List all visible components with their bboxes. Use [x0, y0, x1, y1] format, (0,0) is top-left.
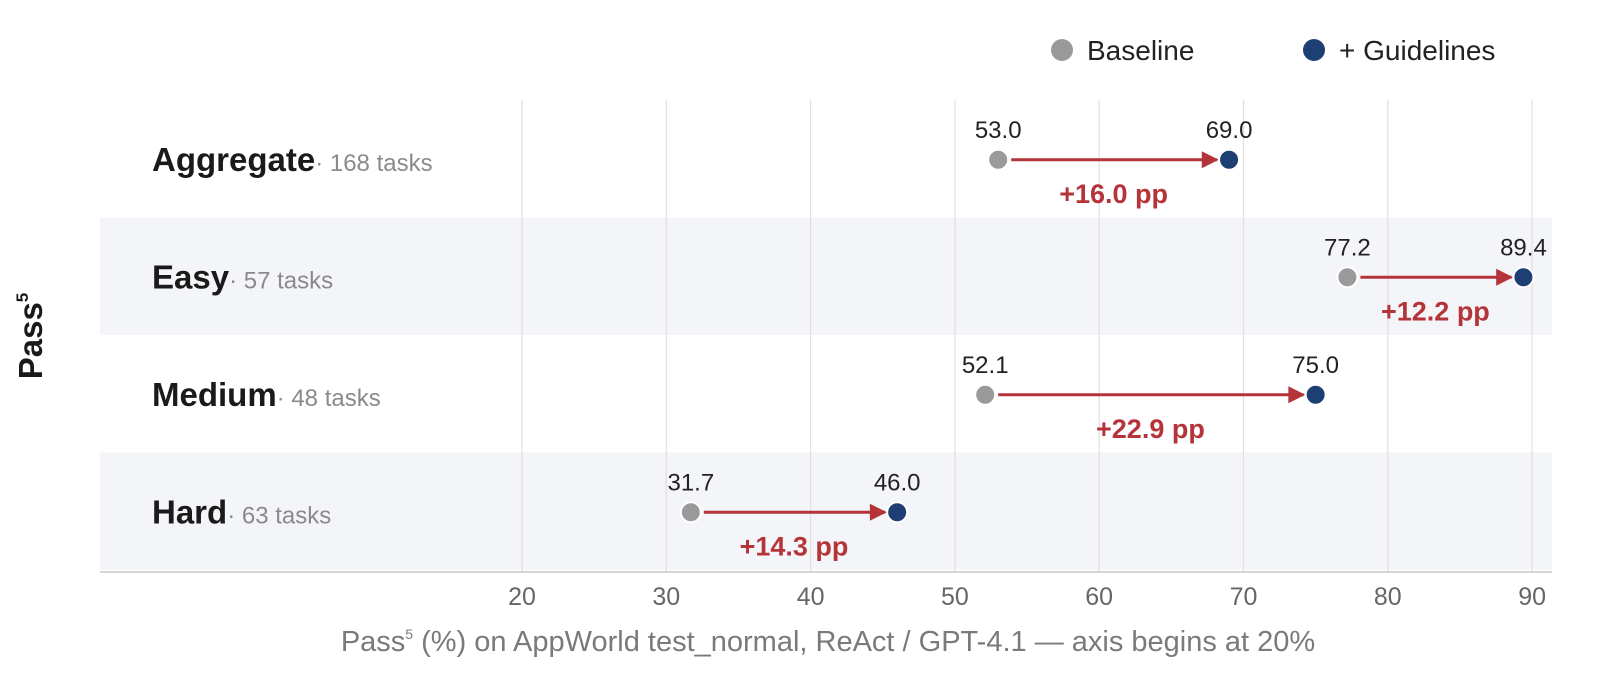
y-axis-title-main: Pass	[12, 302, 49, 379]
guidelines-dot	[1512, 266, 1535, 289]
category-name: Hard	[152, 493, 227, 530]
guidelines-value-label: 46.0	[874, 469, 921, 496]
axis-labels: Pass5 (%) on AppWorld test_normal, ReAct…	[12, 293, 1315, 658]
y-axis-title-superscript: 5	[13, 293, 32, 302]
baseline-dot	[974, 383, 997, 406]
x-tick-label: 90	[1518, 583, 1546, 611]
baseline-value-label: 77.2	[1324, 234, 1371, 261]
guidelines-value-label: 69.0	[1206, 117, 1253, 144]
legend-baseline-marker	[1051, 39, 1073, 61]
legend-guidelines-marker	[1303, 39, 1325, 61]
x-tick-label: 50	[941, 583, 969, 611]
x-tick-label: 70	[1230, 583, 1258, 611]
x-tick-label: 60	[1085, 583, 1113, 611]
legend-label: + Guidelines	[1339, 35, 1495, 66]
x-tick-label: 30	[652, 583, 680, 611]
row-label: Medium· 48 tasks	[152, 376, 381, 413]
category-name: Easy	[152, 258, 230, 295]
baseline-dot	[987, 148, 1010, 171]
legend-item: Baseline	[1051, 35, 1194, 66]
delta-label: +16.0 pp	[1059, 179, 1168, 209]
row-label: Hard· 63 tasks	[152, 493, 331, 530]
baseline-value-label: 31.7	[667, 469, 714, 496]
x-tick-label: 80	[1374, 583, 1402, 611]
task-count: · 57 tasks	[229, 267, 333, 294]
task-count: · 63 tasks	[227, 502, 331, 529]
legend: Baseline + Guidelines	[1051, 35, 1495, 66]
y-axis-title: Pass5	[12, 293, 49, 380]
row-label: Aggregate· 168 tasks	[152, 141, 433, 178]
category-name: Aggregate	[152, 141, 315, 178]
guidelines-dot	[1304, 383, 1327, 406]
gridlines	[521, 100, 1533, 572]
x-axis-title: Pass5 (%) on AppWorld test_normal, ReAct…	[341, 626, 1315, 658]
guidelines-dot	[886, 501, 909, 524]
x-axis-title-superscript: 5	[405, 626, 413, 642]
task-count: · 48 tasks	[277, 385, 381, 412]
row-easy: Easy· 57 tasks 77.2 89.4 +12.2 pp	[152, 234, 1547, 326]
x-axis-title-prefix: Pass	[341, 626, 405, 658]
guidelines-dot	[1218, 148, 1241, 171]
baseline-value-label: 52.1	[962, 352, 1009, 379]
delta-label: +12.2 pp	[1381, 296, 1490, 326]
legend-item: + Guidelines	[1303, 35, 1495, 66]
x-tick-label: 20	[508, 583, 536, 611]
baseline-value-label: 53.0	[975, 117, 1022, 144]
delta-label: +14.3 pp	[740, 531, 849, 561]
x-axis: 20 30 40 50 60 70 80 90	[100, 571, 1552, 611]
delta-label: +22.9 pp	[1096, 414, 1205, 444]
data-rows: Aggregate· 168 tasks 53.0 69.0 +16.0 pp Easy…	[152, 117, 1547, 562]
row-band	[100, 217, 1552, 335]
row-hard: Hard· 63 tasks 31.7 46.0 +14.3 pp	[152, 469, 921, 561]
legend-label: Baseline	[1087, 35, 1194, 66]
guidelines-value-label: 75.0	[1292, 352, 1339, 379]
row-medium: Medium· 48 tasks 52.1 75.0 +22.9 pp	[152, 352, 1339, 444]
baseline-dot	[1336, 266, 1359, 289]
guidelines-value-label: 89.4	[1500, 234, 1547, 261]
task-count: · 168 tasks	[315, 150, 432, 177]
x-axis-title-suffix: (%) on AppWorld test_normal, ReAct / GPT…	[413, 626, 1315, 658]
category-name: Medium	[152, 376, 277, 413]
baseline-dot	[679, 501, 702, 524]
x-tick-label: 40	[797, 583, 825, 611]
row-label: Easy· 57 tasks	[152, 258, 333, 295]
row-aggregate: Aggregate· 168 tasks 53.0 69.0 +16.0 pp	[152, 117, 1252, 209]
